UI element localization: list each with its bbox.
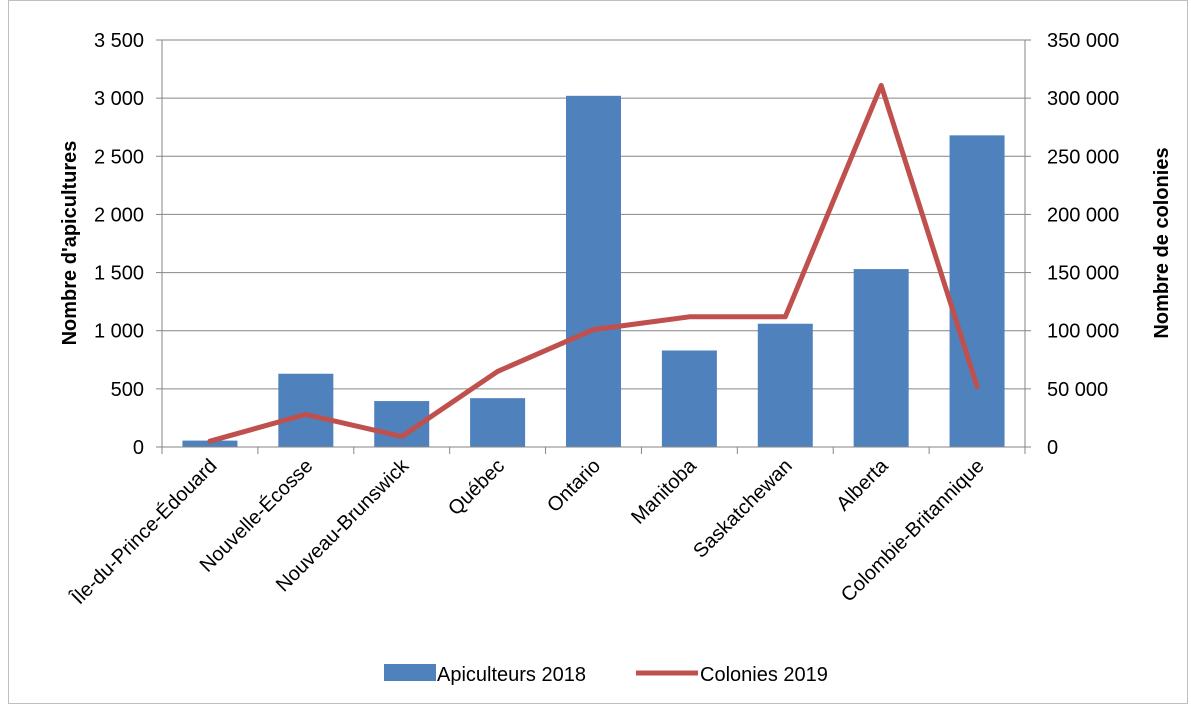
left-tick-labels: 0 500 1 000 1 500 2 000 2 500 3 000 3 500 bbox=[94, 30, 144, 459]
category-label: Ontario bbox=[543, 455, 605, 517]
category-label: Île-du-Prince-Édouard bbox=[66, 454, 221, 609]
left-tick-label: 1 000 bbox=[94, 321, 144, 343]
right-tick-label: 100 000 bbox=[1047, 321, 1119, 343]
bar bbox=[949, 135, 1005, 447]
right-tick-label: 350 000 bbox=[1047, 30, 1119, 52]
right-tick-labels: 0 50 000 100 000 150 000 200 000 250 000 300 0… bbox=[1047, 30, 1119, 459]
right-tick-label: 250 000 bbox=[1047, 146, 1119, 168]
left-tick-label: 3 500 bbox=[94, 30, 144, 52]
right-tick-label: 50 000 bbox=[1047, 379, 1108, 401]
axes bbox=[156, 39, 1031, 454]
bar-series-apiculteurs bbox=[182, 95, 1005, 448]
bar bbox=[470, 398, 526, 447]
category-label: Alberta bbox=[832, 454, 893, 515]
category-labels: Île-du-Prince-ÉdouardNouvelle-ÉcosseNouv… bbox=[66, 454, 988, 609]
left-tick-label: 2 000 bbox=[94, 204, 144, 226]
bar bbox=[566, 95, 621, 448]
left-tick-label: 0 bbox=[133, 437, 144, 459]
left-tick-label: 3 000 bbox=[94, 88, 144, 110]
left-axis-title: Nombre d'apicultures bbox=[59, 141, 81, 346]
right-tick-label: 0 bbox=[1047, 437, 1058, 459]
category-label: Québec bbox=[444, 455, 509, 520]
bar bbox=[757, 323, 813, 447]
series-line bbox=[207, 82, 980, 444]
right-axis-title: Nombre de colonies bbox=[1151, 147, 1173, 338]
legend: Apiculteurs 2018 Colonies 2019 bbox=[384, 664, 828, 686]
legend-label-colonies: Colonies 2019 bbox=[700, 664, 828, 686]
bar bbox=[278, 373, 334, 447]
left-tick-label: 2 500 bbox=[94, 146, 144, 168]
category-label: Saskatchewan bbox=[689, 455, 797, 563]
category-label: Manitoba bbox=[627, 454, 701, 528]
bar bbox=[182, 440, 238, 447]
left-tick-label: 1 500 bbox=[94, 263, 144, 285]
right-tick-label: 300 000 bbox=[1047, 88, 1119, 110]
right-tick-label: 200 000 bbox=[1047, 204, 1119, 226]
line-series-colonies bbox=[207, 82, 980, 444]
bar bbox=[661, 350, 717, 447]
legend-label-apiculteurs: Apiculteurs 2018 bbox=[437, 664, 586, 686]
right-tick-label: 150 000 bbox=[1047, 263, 1119, 285]
left-tick-label: 500 bbox=[111, 379, 144, 401]
bar bbox=[853, 269, 909, 447]
legend-swatch-apiculteurs bbox=[384, 664, 436, 681]
